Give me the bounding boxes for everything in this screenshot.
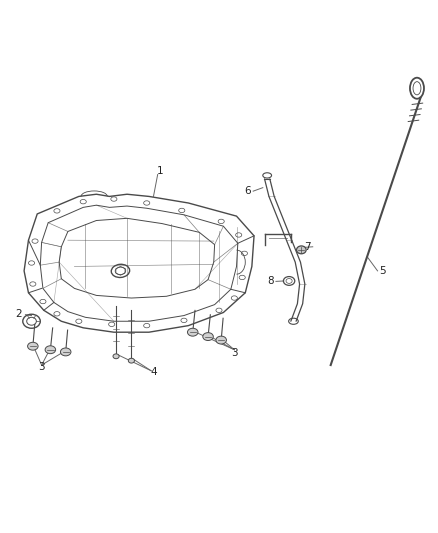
Text: 1: 1 (156, 166, 163, 176)
Ellipse shape (203, 333, 213, 341)
Text: 2: 2 (15, 309, 22, 319)
Ellipse shape (216, 336, 226, 344)
Text: 3: 3 (231, 348, 238, 358)
Text: 6: 6 (244, 186, 251, 196)
Text: 5: 5 (379, 266, 385, 276)
Text: 4: 4 (150, 367, 157, 377)
Ellipse shape (28, 342, 38, 350)
Ellipse shape (297, 246, 306, 254)
Ellipse shape (60, 348, 71, 356)
Ellipse shape (128, 358, 134, 363)
Text: 7: 7 (304, 242, 311, 252)
Text: 8: 8 (268, 277, 274, 286)
Ellipse shape (45, 346, 56, 354)
Ellipse shape (113, 354, 119, 359)
Text: 3: 3 (38, 362, 45, 372)
Ellipse shape (187, 328, 198, 336)
